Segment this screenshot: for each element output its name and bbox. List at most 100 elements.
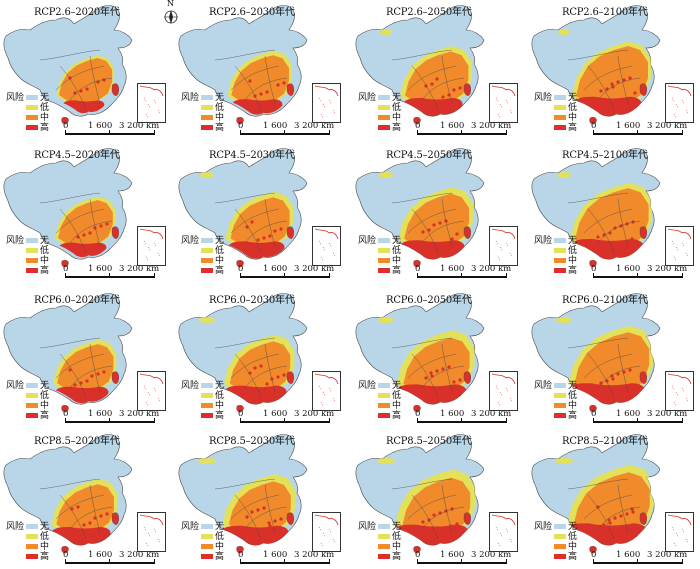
region-high-spot bbox=[633, 91, 637, 95]
region-high-spot bbox=[253, 366, 257, 370]
legend-swatch bbox=[378, 115, 390, 120]
legend-label: 无 bbox=[40, 236, 50, 246]
region-low-patch bbox=[200, 172, 214, 178]
region-high-spot bbox=[256, 508, 260, 512]
legend-swatch bbox=[201, 105, 213, 110]
region-high-spot bbox=[619, 514, 623, 518]
legend-label: 无 bbox=[568, 522, 578, 532]
legend-item: 低 bbox=[378, 532, 401, 542]
south-china-sea-inset bbox=[312, 83, 341, 123]
panel-title: RCP2.6–2100年代 bbox=[562, 7, 648, 18]
region-mid bbox=[404, 193, 469, 248]
compass-icon bbox=[164, 10, 178, 24]
region-high bbox=[396, 384, 467, 405]
region-high-spot bbox=[262, 236, 266, 240]
hainan-island bbox=[413, 260, 421, 268]
hainan-island bbox=[413, 546, 421, 554]
region-high-spot bbox=[429, 371, 433, 375]
hainan-island bbox=[589, 546, 597, 554]
legend-item: 低 bbox=[201, 532, 224, 542]
legend-item: 高 bbox=[554, 266, 577, 276]
scale-label-3200: 3 200 km bbox=[294, 550, 335, 560]
legend-swatch bbox=[26, 524, 38, 529]
region-high-spot bbox=[250, 510, 254, 514]
legend-item: 低 bbox=[26, 532, 49, 542]
scale-label-1600: 1 600 bbox=[263, 121, 288, 131]
region-high-spot bbox=[441, 367, 445, 371]
region-low-patch bbox=[555, 458, 573, 464]
region-high-spot bbox=[430, 374, 434, 378]
province-border bbox=[421, 365, 465, 389]
legend-label: 低 bbox=[40, 103, 50, 113]
scale-tick bbox=[682, 418, 683, 422]
hainan-island bbox=[61, 260, 69, 268]
legend-swatch bbox=[26, 115, 38, 120]
scale-label-0: 0 bbox=[63, 121, 69, 131]
region-high-spot bbox=[276, 83, 280, 87]
scale-line bbox=[417, 276, 507, 278]
legend-label: 低 bbox=[568, 246, 578, 256]
legend-title: 风险 bbox=[358, 381, 377, 391]
legend-swatch bbox=[201, 544, 213, 549]
panel-title: RCP8.5–2050年代 bbox=[386, 436, 472, 447]
legend-item: 中 bbox=[554, 542, 577, 552]
province-border bbox=[234, 494, 262, 540]
province-border bbox=[421, 506, 465, 530]
region-low-patch bbox=[377, 458, 395, 464]
province-border bbox=[244, 506, 288, 530]
legend-label: 高 bbox=[392, 123, 402, 133]
scale-tick bbox=[329, 418, 330, 422]
legend-swatch bbox=[201, 268, 213, 273]
region-high-spot bbox=[273, 229, 277, 233]
legend-title: 风险 bbox=[534, 522, 553, 532]
legend-label: 低 bbox=[40, 532, 50, 542]
region-high bbox=[52, 527, 111, 546]
legend-title: 风险 bbox=[358, 522, 377, 532]
legend-swatch bbox=[378, 125, 390, 130]
region-high-spot bbox=[605, 379, 609, 383]
scale-line bbox=[240, 133, 330, 135]
legend-item: 高 bbox=[201, 123, 224, 133]
map-panel: RCP2.6–2100年代 风险 无低中高 0 1 600 3 200 km bbox=[528, 0, 700, 140]
inset-map bbox=[491, 514, 516, 548]
province-border bbox=[89, 343, 101, 393]
province-border bbox=[597, 506, 641, 530]
legend-label: 高 bbox=[392, 266, 402, 276]
scale-tick bbox=[154, 418, 155, 422]
scale-bar: 0 1 600 3 200 km bbox=[415, 121, 515, 137]
province-border bbox=[391, 337, 453, 349]
province-border bbox=[411, 353, 439, 399]
panel-title: RCP8.5–2100年代 bbox=[562, 436, 648, 447]
south-china-sea-inset bbox=[137, 226, 166, 266]
scale-label-0: 0 bbox=[591, 264, 597, 274]
panel-title: RCP2.6–2030年代 bbox=[209, 7, 295, 18]
province-border bbox=[214, 337, 276, 349]
legend-label: 低 bbox=[215, 532, 225, 542]
scale-tick bbox=[637, 418, 638, 422]
legend-swatch bbox=[26, 258, 38, 263]
legend-swatch bbox=[201, 524, 213, 529]
province-border bbox=[89, 484, 101, 534]
legend-label: 中 bbox=[568, 542, 578, 552]
region-low-patch bbox=[558, 29, 570, 35]
legend-label: 中 bbox=[215, 256, 225, 266]
region-mid bbox=[575, 188, 649, 250]
map-panel: RCP4.5–2100年代 风险 无低中高 0 1 600 3 200 km bbox=[528, 143, 700, 283]
legend-item: 高 bbox=[26, 123, 49, 133]
region-high bbox=[574, 96, 642, 117]
panel-title: RCP4.5–2030年代 bbox=[209, 150, 295, 161]
province-border bbox=[441, 484, 453, 534]
inset-map bbox=[667, 85, 692, 119]
inset-map bbox=[491, 85, 516, 119]
scale-label-0: 0 bbox=[591, 409, 597, 419]
map-panel: RCP6.0–2100年代 风险 无低中高 0 1 600 3 200 km bbox=[528, 288, 700, 428]
province-border bbox=[55, 208, 105, 234]
province-border bbox=[230, 494, 280, 520]
region-high-spot bbox=[259, 92, 263, 96]
region-low-patch bbox=[199, 317, 215, 323]
legend-item: 低 bbox=[378, 391, 401, 401]
china-map bbox=[531, 434, 661, 554]
region-high-spot bbox=[102, 78, 106, 82]
legend-swatch bbox=[26, 238, 38, 243]
hainan-island bbox=[413, 117, 421, 125]
